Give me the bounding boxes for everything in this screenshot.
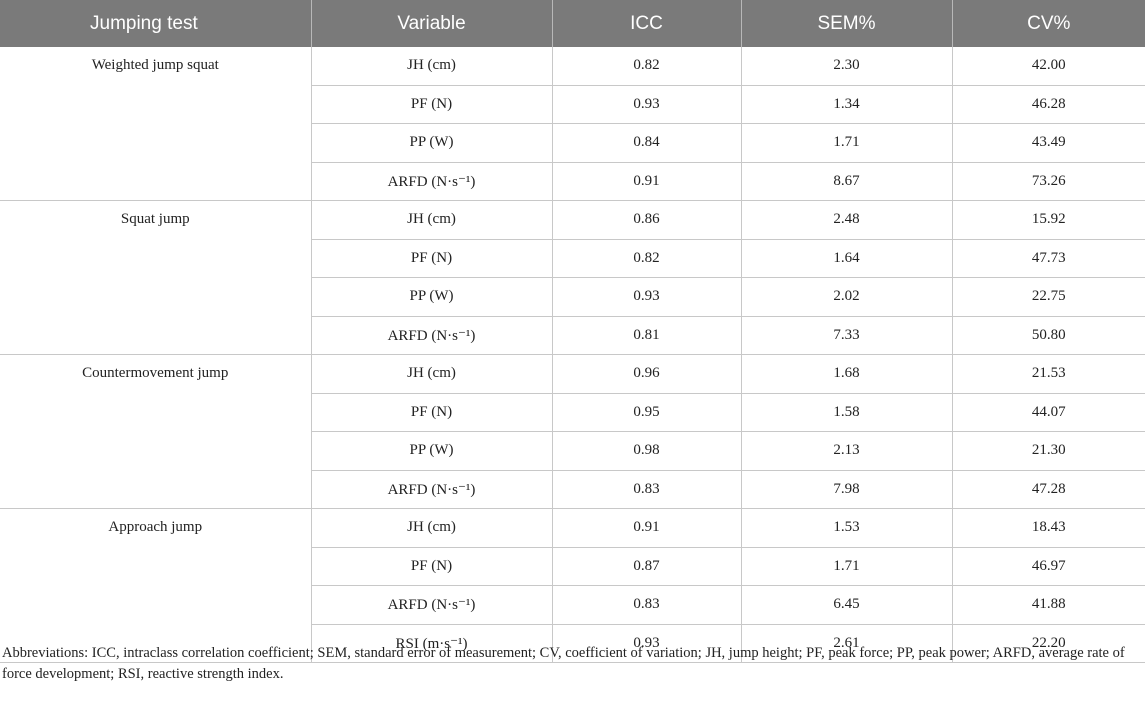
- sem-cell: 1.64: [740, 239, 952, 278]
- icc-cell: 0.95: [551, 393, 741, 432]
- sem-cell: 1.68: [740, 354, 952, 394]
- sem-cell: 1.58: [740, 393, 952, 432]
- table-body: Weighted jump squat JH (cm) 0.82 2.30 42.00 P…: [0, 47, 1145, 663]
- sem-cell: 2.48: [740, 200, 952, 240]
- sem-cell: 2.02: [740, 277, 952, 317]
- table-row: PF (N) 0.87 1.71 46.97: [0, 547, 1145, 586]
- data-table: Jumping test Variable ICC SEM% CV% Weigh…: [0, 0, 1145, 663]
- icc-cell: 0.93: [551, 277, 741, 317]
- table-row: Approach jump JH (cm) 0.91 1.53 18.43: [0, 508, 1145, 663]
- table-row: PF (N) 0.95 1.58 44.07: [0, 393, 1145, 432]
- column-header-sem: SEM%: [740, 0, 952, 47]
- cv-cell: 73.26: [951, 162, 1145, 201]
- sem-cell: 2.61: [740, 624, 952, 663]
- sem-cell: 1.71: [740, 123, 952, 163]
- sem-cell: 1.34: [740, 85, 952, 124]
- table-row: Squat jump JH (cm) 0.86 2.48 15.92: [0, 200, 1145, 355]
- variable-cell: PF (N): [310, 85, 552, 124]
- cv-cell: 46.28: [951, 85, 1145, 124]
- icc-cell: 0.93: [551, 624, 741, 663]
- header-row: Jumping test Variable ICC SEM% CV%: [0, 0, 1145, 47]
- icc-cell: 0.87: [551, 547, 741, 586]
- icc-cell: 0.82: [551, 239, 741, 278]
- icc-cell: 0.91: [551, 508, 741, 548]
- sem-cell: 1.71: [740, 547, 952, 586]
- variable-cell: ARFD (N·s⁻¹): [310, 470, 552, 509]
- icc-cell: 0.91: [551, 162, 741, 201]
- table-row: PP (W) 0.98 2.13 21.30: [0, 431, 1145, 471]
- variable-cell: PF (N): [310, 239, 552, 278]
- column-header-jumping-test: Jumping test: [0, 0, 311, 47]
- cv-cell: 46.97: [951, 547, 1145, 586]
- table-row: RSI (m·s⁻¹) 0.93 2.61 22.20: [0, 624, 1145, 663]
- table-footnote: Abbreviations: ICC, intraclass correlati…: [2, 645, 1125, 682]
- icc-cell: 0.98: [551, 431, 741, 471]
- icc-cell: 0.83: [551, 585, 741, 625]
- cv-cell: 21.30: [951, 431, 1145, 471]
- sem-cell: 7.33: [740, 316, 952, 355]
- icc-cell: 0.81: [551, 316, 741, 355]
- cv-cell: 15.92: [951, 200, 1145, 240]
- table-row: PP (W) 0.84 1.71 43.49: [0, 123, 1145, 163]
- variable-cell: JH (cm): [310, 200, 552, 240]
- table-row: ARFD (N·s⁻¹) 0.91 8.67 73.26: [0, 162, 1145, 201]
- icc-cell: 0.83: [551, 470, 741, 509]
- variable-cell: RSI (m·s⁻¹): [310, 624, 552, 663]
- icc-cell: 0.82: [551, 47, 741, 86]
- icc-cell: 0.93: [551, 85, 741, 124]
- table-row: PP (W) 0.93 2.02 22.75: [0, 277, 1145, 317]
- sem-cell: 8.67: [740, 162, 952, 201]
- cv-cell: 43.49: [951, 123, 1145, 163]
- cv-cell: 47.28: [951, 470, 1145, 509]
- cv-cell: 22.75: [951, 277, 1145, 317]
- table-row: ARFD (N·s⁻¹) 0.81 7.33 50.80: [0, 316, 1145, 355]
- icc-cell: 0.96: [551, 354, 741, 394]
- jumping-test-cell: Squat jump: [0, 200, 311, 355]
- variable-cell: ARFD (N·s⁻¹): [310, 585, 552, 625]
- icc-cell: 0.84: [551, 123, 741, 163]
- cv-cell: 21.53: [951, 354, 1145, 394]
- cv-cell: 50.80: [951, 316, 1145, 355]
- variable-cell: PP (W): [310, 277, 552, 317]
- column-header-icc: ICC: [551, 0, 741, 47]
- sem-cell: 6.45: [740, 585, 952, 625]
- variable-cell: JH (cm): [310, 508, 552, 548]
- column-header-variable: Variable: [310, 0, 552, 47]
- cv-cell: 22.20: [951, 624, 1145, 663]
- sem-cell: 2.30: [740, 47, 952, 86]
- table-row: Weighted jump squat JH (cm) 0.82 2.30 42.00: [0, 47, 1145, 201]
- sem-cell: 1.53: [740, 508, 952, 548]
- table-row: PF (N) 0.93 1.34 46.28: [0, 85, 1145, 124]
- variable-cell: PF (N): [310, 547, 552, 586]
- variable-cell: PP (W): [310, 431, 552, 471]
- variable-cell: ARFD (N·s⁻¹): [310, 162, 552, 201]
- cv-cell: 18.43: [951, 508, 1145, 548]
- sem-cell: 2.13: [740, 431, 952, 471]
- table-row: ARFD (N·s⁻¹) 0.83 7.98 47.28: [0, 470, 1145, 509]
- variable-cell: PP (W): [310, 123, 552, 163]
- cv-cell: 47.73: [951, 239, 1145, 278]
- jumping-test-cell: Countermovement jump: [0, 354, 311, 509]
- column-header-cv: CV%: [951, 0, 1145, 47]
- cv-cell: 44.07: [951, 393, 1145, 432]
- sem-cell: 7.98: [740, 470, 952, 509]
- variable-cell: ARFD (N·s⁻¹): [310, 316, 552, 355]
- jumping-test-cell: Approach jump: [0, 508, 311, 663]
- table-row: PF (N) 0.82 1.64 47.73: [0, 239, 1145, 278]
- jumping-test-cell: Weighted jump squat: [0, 47, 311, 201]
- variable-cell: JH (cm): [310, 354, 552, 394]
- icc-cell: 0.86: [551, 200, 741, 240]
- table-row: Countermovement jump JH (cm) 0.96 1.68 21.53: [0, 354, 1145, 509]
- table-row: ARFD (N·s⁻¹) 0.83 6.45 41.88: [0, 585, 1145, 625]
- cv-cell: 41.88: [951, 585, 1145, 625]
- cv-cell: 42.00: [951, 47, 1145, 86]
- variable-cell: PF (N): [310, 393, 552, 432]
- variable-cell: JH (cm): [310, 47, 552, 86]
